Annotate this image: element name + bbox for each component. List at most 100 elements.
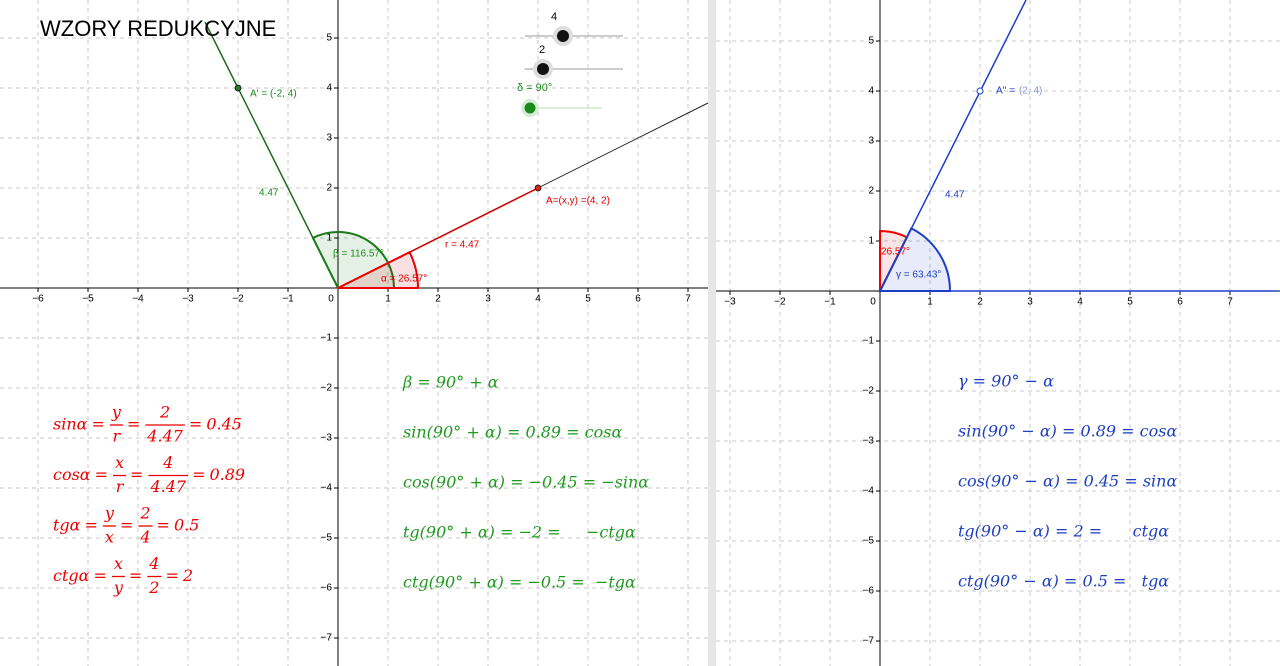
formula: tg(90° + α) = −2 = −ctgα — [403, 523, 636, 542]
y-tick-label: −1 — [321, 333, 333, 344]
formula-result: 0.45 — [206, 415, 242, 434]
formula: ctg(90° − α) = 0.5 = tgα — [958, 572, 1169, 591]
x-tick-label: 0 — [328, 294, 334, 305]
slider-knob[interactable] — [557, 30, 569, 42]
y-tick-label: 3 — [326, 133, 332, 144]
equals-sign: = — [95, 465, 108, 484]
x-tick-label: 0 — [870, 297, 876, 308]
denominator: r — [116, 477, 125, 496]
y-tick-label: 4 — [868, 86, 874, 97]
formula-result: 0.5 — [174, 516, 199, 535]
point-a-prime[interactable] — [234, 84, 242, 92]
formula-name: ctgα — [53, 566, 90, 585]
y-tick-label: 1 — [326, 233, 332, 244]
formula-name: sinα — [53, 415, 88, 434]
formula-name: cosα — [53, 465, 91, 484]
y-tick-label: 4 — [326, 83, 332, 94]
x-tick-label: −5 — [82, 294, 94, 305]
y-tick-label: −4 — [321, 483, 333, 494]
y-tick-label: 2 — [326, 183, 332, 194]
formula: cos(90° + α) = −0.45 = −sinα — [403, 473, 649, 492]
x-tick-label: 1 — [385, 294, 391, 305]
point-label: A=(x,y) =(4, 2) — [546, 196, 610, 207]
angle-label: α = 26.57° — [381, 274, 427, 285]
y-tick-label: 5 — [326, 33, 332, 44]
equals-sign: = — [93, 566, 106, 585]
x-tick-label: 2 — [977, 297, 983, 308]
numerator: 4 — [162, 453, 173, 472]
y-tick-label: −5 — [321, 533, 333, 544]
y-tick-label: −6 — [321, 583, 333, 594]
angle-label: γ = 63.43° — [896, 270, 941, 281]
y-tick-label: 1 — [868, 236, 874, 247]
y-tick-label: 2 — [868, 186, 874, 197]
x-tick-label: 3 — [485, 294, 491, 305]
equals-sign: = — [120, 516, 133, 535]
x-tick-label: 7 — [1227, 297, 1233, 308]
angle-label: β = 116.57° — [333, 249, 384, 260]
x-tick-label: −3 — [724, 297, 736, 308]
y-tick-label: −3 — [863, 436, 875, 447]
y-tick-label: −6 — [863, 586, 875, 597]
x-tick-label: 4 — [535, 294, 541, 305]
y-tick-label: 5 — [868, 36, 874, 47]
y-tick-label: 3 — [868, 136, 874, 147]
angle-gamma — [878, 227, 952, 292]
x-tick-label: −1 — [282, 294, 294, 305]
length-label: r = 4.47 — [445, 240, 480, 251]
y-tick-label: −3 — [321, 433, 333, 444]
denominator: x — [105, 528, 114, 547]
numerator: 2 — [159, 403, 170, 422]
angle-alpha — [337, 250, 420, 289]
point-coords: (2, 4) — [1019, 86, 1042, 97]
slider-label: 2 — [539, 44, 545, 56]
formula: sin(90° − α) = 0.89 = cosα — [958, 422, 1177, 441]
point-a[interactable] — [534, 184, 542, 192]
y-tick-label: −7 — [863, 636, 875, 647]
y-tick-label: −1 — [863, 336, 875, 347]
x-tick-label: −2 — [774, 297, 786, 308]
x-tick-label: 4 — [1077, 297, 1083, 308]
equals-sign: = — [130, 465, 143, 484]
formula-result: 0.89 — [209, 465, 245, 484]
numerator: x — [114, 554, 123, 573]
point-label: A'' = — [996, 86, 1015, 97]
y-tick-label: −2 — [321, 383, 333, 394]
angle-beta — [311, 231, 396, 289]
angle-label: 26.57° — [881, 247, 910, 258]
denominator: r — [113, 427, 122, 446]
formula: cos(90° − α) = 0.45 = sinα — [958, 472, 1177, 491]
x-tick-label: −6 — [32, 294, 44, 305]
point-label: A' = (-2, 4) — [250, 89, 297, 100]
slider-label: 4 — [551, 11, 557, 23]
numerator: 4 — [148, 554, 159, 573]
formula: ctg(90° + α) = −0.5 = −tgα — [403, 573, 636, 592]
formula: β = 90° + α — [402, 373, 499, 392]
denominator: 2 — [148, 578, 159, 597]
equals-sign: = — [192, 465, 205, 484]
slider-knob[interactable] — [537, 63, 549, 75]
x-tick-label: −2 — [232, 294, 244, 305]
formula-result: 2 — [182, 566, 193, 585]
x-tick-label: 7 — [685, 294, 691, 305]
equals-sign: = — [91, 415, 104, 434]
y-tick-label: −2 — [863, 386, 875, 397]
denominator: 4.47 — [146, 427, 183, 446]
slider-knob[interactable] — [524, 102, 536, 114]
title: WZORY REDUKCYJNE — [40, 16, 276, 41]
x-tick-label: 5 — [585, 294, 591, 305]
equals-sign: = — [129, 566, 142, 585]
x-tick-label: −3 — [182, 294, 194, 305]
slider-label: δ = 90° — [517, 82, 552, 94]
formula: tg(90° − α) = 2 = ctgα — [958, 522, 1169, 541]
point-a-double-prime[interactable] — [976, 87, 984, 95]
equals-sign: = — [165, 566, 178, 585]
formula-name: tgα — [53, 516, 81, 535]
x-tick-label: 6 — [635, 294, 641, 305]
formula: sin(90° + α) = 0.89 = cosα — [403, 423, 622, 442]
x-tick-label: −1 — [824, 297, 836, 308]
view-divider — [708, 0, 716, 666]
numerator: y — [111, 403, 122, 422]
